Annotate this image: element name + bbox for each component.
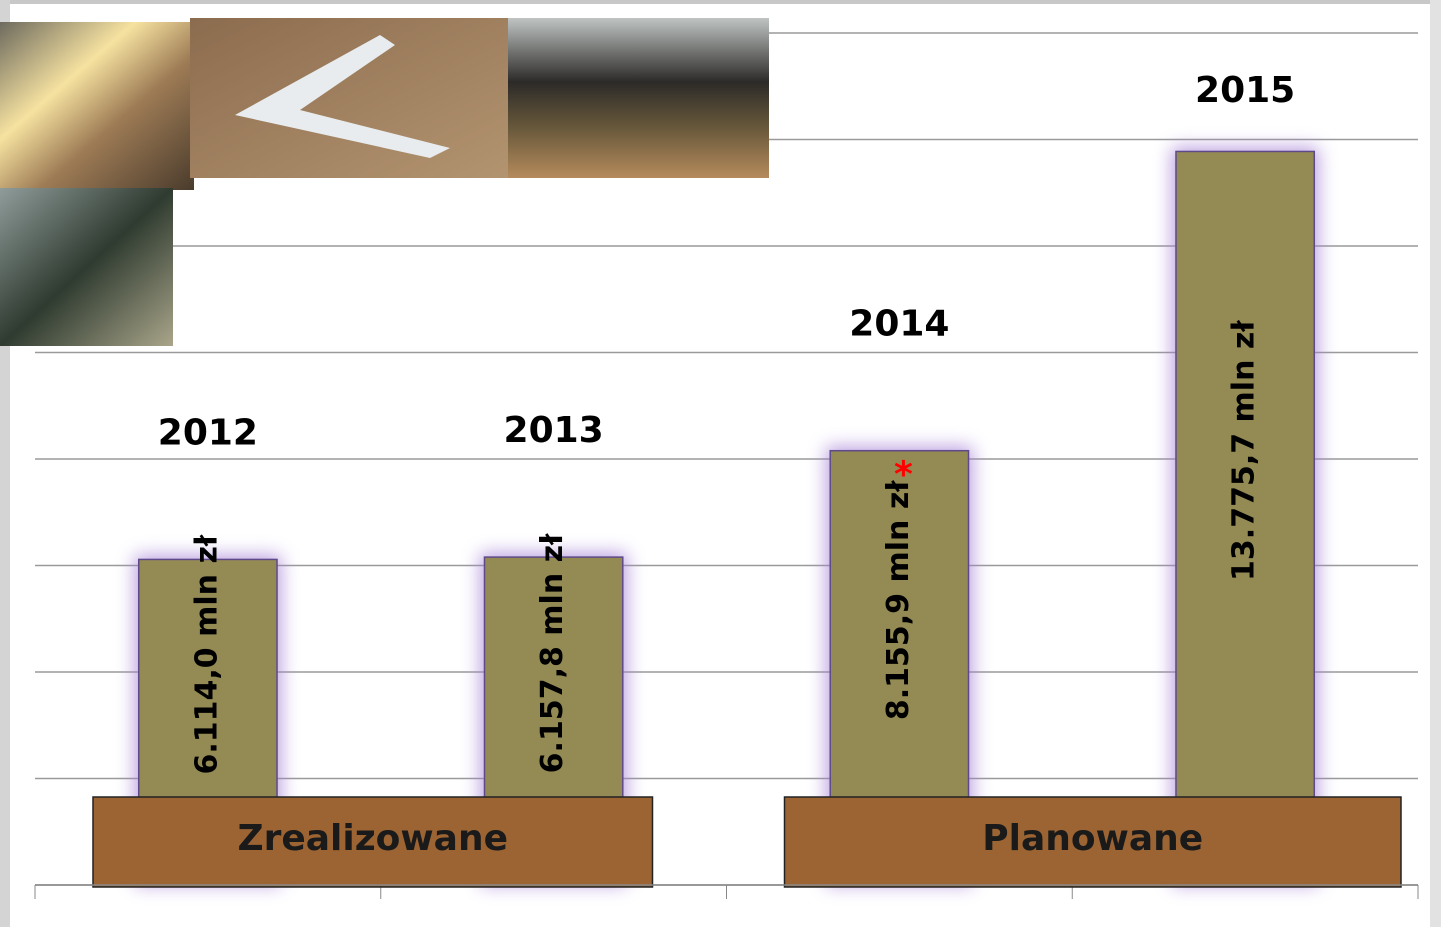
frame-right: [1430, 0, 1441, 927]
frame-left: [0, 0, 10, 927]
photo-artillery: [0, 22, 194, 190]
photo-drone: [190, 18, 510, 178]
frame-top: [0, 0, 1441, 4]
category-label: 2013: [504, 410, 604, 451]
value-label: 6.114,0 mln zł: [189, 534, 224, 774]
value-label: 8.155,9 mln zł: [881, 480, 916, 720]
photos: [0, 18, 769, 346]
group-box: [92, 796, 654, 888]
photo-helicopter: [0, 188, 173, 346]
group-label: Planowane: [982, 818, 1203, 859]
value-label: 6.157,8 mln zł: [535, 533, 570, 773]
groups: Zrealizowane Planowane: [92, 796, 1402, 888]
group-box: [783, 796, 1402, 888]
photo-tank: [508, 18, 769, 178]
bar: [1175, 150, 1316, 886]
value-label: 13.775,7 mln zł: [1227, 320, 1262, 581]
group-label: Zrealizowane: [237, 818, 508, 859]
drone-shape: [235, 35, 450, 158]
category-label: 2015: [1195, 70, 1295, 111]
annotation: *: [894, 455, 913, 496]
category-label: 2012: [158, 412, 258, 453]
category-label: 2014: [849, 304, 949, 345]
